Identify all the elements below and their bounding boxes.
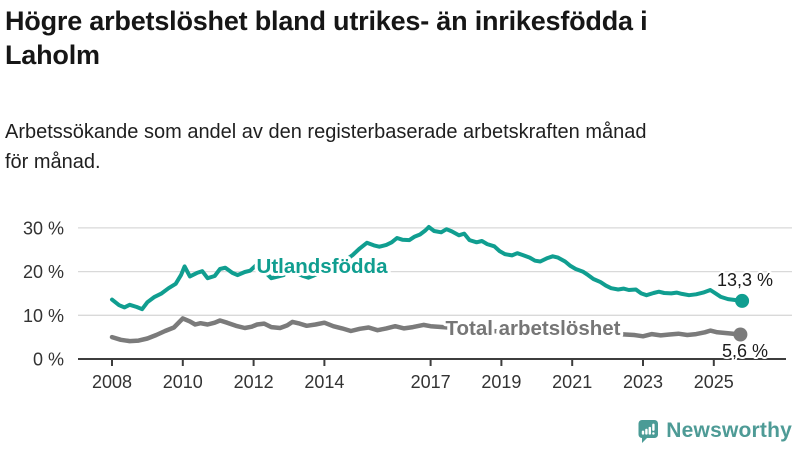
x-axis-tick-label: 2010 xyxy=(163,372,203,392)
y-axis-tick-label: 20 % xyxy=(23,262,64,282)
y-axis-tick-label: 30 % xyxy=(23,218,64,238)
y-axis-tick-label: 10 % xyxy=(23,306,64,326)
end-value-label-utlandsfodda: 13,3 % xyxy=(717,270,773,290)
x-axis: 2008 2010 2012 2014 2017 2019 2021 2023 2025 xyxy=(78,358,786,392)
subtitle-line-2: för månad. xyxy=(5,151,101,173)
page-title: Högre arbetslöshet bland utrikes- än inr… xyxy=(5,4,793,72)
series-label-total-arbetsloshet: Total arbetslöshet xyxy=(445,317,620,340)
end-dot-utlandsfodda xyxy=(735,293,750,308)
newsworthy-logo-text: Newsworthy xyxy=(666,419,792,442)
x-axis-tick-label: 2025 xyxy=(694,372,734,392)
data-series xyxy=(109,225,750,344)
line-utlandsfodda xyxy=(110,225,745,312)
title-line-2: Laholm xyxy=(5,40,100,70)
newsworthy-logo: Newsworthy xyxy=(638,419,792,443)
x-axis-tick-label: 2017 xyxy=(411,372,451,392)
end-value-label-total: 5,6 % xyxy=(722,341,768,361)
subtitle-line-1: Arbetssökande som andel av den registerb… xyxy=(5,121,647,143)
series-label-utlandsfodda: Utlandsfödda xyxy=(257,255,389,278)
x-axis-tick-label: 2021 xyxy=(552,372,592,392)
x-axis-tick-label: 2008 xyxy=(92,372,132,392)
title-line-1: Högre arbetslöshet bland utrikes- än inr… xyxy=(5,6,648,36)
x-axis-tick-label: 2023 xyxy=(623,372,663,392)
end-dot-total xyxy=(733,327,748,342)
line-total xyxy=(109,316,743,344)
x-axis-tick-label: 2019 xyxy=(481,372,521,392)
newsworthy-bubble-chart-icon xyxy=(638,419,659,443)
y-axis-tick-label: 0 % xyxy=(33,350,64,370)
x-axis-tick-label: 2014 xyxy=(304,372,344,392)
x-axis-tick-label: 2012 xyxy=(234,372,274,392)
chart-subtitle: Arbetssökande som andel av den registerb… xyxy=(5,117,793,177)
